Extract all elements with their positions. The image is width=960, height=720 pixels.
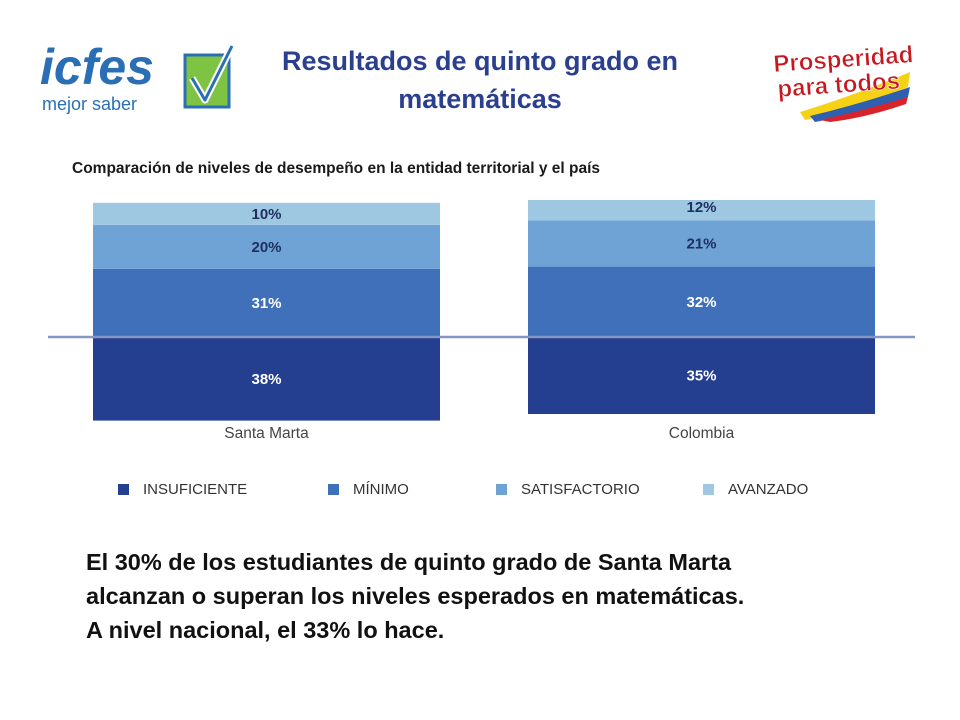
data-label-satisfactorio-0: 20% [251, 239, 281, 256]
category-label-1: Colombia [669, 425, 735, 442]
bar-mínimo-0 [93, 268, 440, 337]
legend-swatch [328, 484, 339, 495]
summary-text: El 30% de los estudiantes de quinto grad… [86, 545, 906, 647]
summary-line2: alcanzan o superan los niveles esperados… [86, 583, 745, 609]
page-title: Resultados de quinto grado en matemática… [270, 42, 690, 118]
data-label-avanzado-1: 12% [686, 200, 716, 216]
data-label-mínimo-0: 31% [251, 295, 281, 312]
page-title-line1: Resultados de quinto grado en [281, 46, 679, 76]
icfes-logo: icfes mejor saber [40, 40, 235, 114]
legend-label: INSUFICIENTE [143, 481, 248, 498]
legend-label: MÍNIMO [353, 481, 409, 498]
data-label-mínimo-1: 32% [686, 294, 716, 311]
bar-satisfactorio-0 [93, 224, 440, 269]
chart-legend: INSUFICIENTE MÍNIMO SATISFACTORIO AVANZADO [118, 481, 878, 501]
legend-item-avanzado: AVANZADO [703, 481, 808, 498]
bar-mínimo-1 [528, 266, 875, 337]
summary-line3: A nivel nacional, el 33% lo hace. [86, 617, 445, 643]
icfes-logo-tagline: mejor saber [42, 94, 137, 114]
flag-swoosh-yellow [800, 72, 910, 120]
legend-item-insuficiente: INSUFICIENTE [118, 481, 247, 498]
page-title-line2: matemáticas [398, 84, 562, 114]
data-label-insuficiente-1: 35% [686, 368, 716, 385]
bar-avanzado-0 [93, 202, 440, 225]
bar-satisfactorio-1 [528, 220, 875, 267]
legend-item-mínimo: MÍNIMO [328, 481, 409, 498]
legend-swatch [703, 484, 714, 495]
bar-insuficiente-0 [93, 337, 440, 421]
icfes-logo-name: icfes [40, 40, 154, 95]
prosperidad-logo-line2: para todos [777, 67, 901, 102]
flag-swoosh-red [820, 97, 908, 122]
bar-avanzado-1 [528, 200, 875, 221]
data-label-insuficiente-0: 38% [251, 371, 281, 388]
stacked-bar-chart: 38% 31% 20% 10% Santa Marta 35% 32% 21% 12% Colom… [48, 200, 915, 442]
flag-swoosh-blue [810, 87, 910, 122]
summary-line1: El 30% de los estudiantes de quinto grad… [86, 549, 732, 575]
data-label-avanzado-0: 10% [251, 206, 281, 223]
legend-swatch [496, 484, 507, 495]
category-label-0: Santa Marta [224, 425, 309, 442]
legend-label: SATISFACTORIO [521, 481, 640, 498]
data-label-satisfactorio-1: 21% [686, 236, 716, 253]
legend-item-satisfactorio: SATISFACTORIO [496, 481, 640, 498]
legend-label: AVANZADO [728, 481, 809, 498]
chart-title: Comparación de niveles de desempeño en l… [72, 160, 601, 177]
legend-swatch [118, 484, 129, 495]
bar-insuficiente-1 [528, 337, 875, 414]
prosperidad-logo: Prosperidad para todos [772, 42, 914, 122]
